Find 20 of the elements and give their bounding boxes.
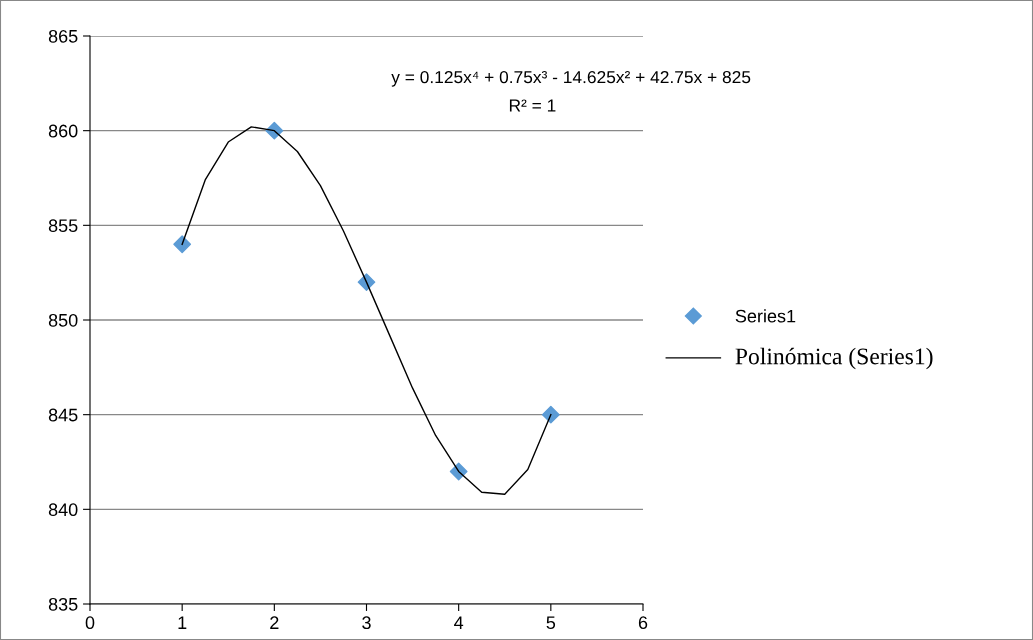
x-tick-label: 6: [638, 616, 648, 630]
point: [173, 235, 192, 254]
y-tick-label: 860: [48, 124, 78, 138]
point: [541, 405, 560, 424]
x-tick-label: 4: [454, 616, 464, 629]
legend-label: Series1: [735, 309, 796, 323]
y-tick-label: 850: [48, 313, 78, 327]
x-tick-label: 5: [546, 616, 556, 630]
annotation: y = 0.125x⁴ + 0.75x³ - 14.625x² + 42.75x + 825: [391, 70, 751, 87]
y-tick-label: 840: [48, 503, 78, 517]
x-tick-label: 2: [270, 616, 279, 629]
x-tick-label: 3: [362, 616, 371, 630]
x-tick-label: 0: [85, 616, 95, 630]
y-tick-label: 835: [48, 597, 78, 611]
y-tick-label: 865: [48, 29, 78, 43]
x-tick-label: 1: [178, 616, 187, 629]
y-tick-label: 855: [48, 219, 78, 233]
y-tick-label: 845: [48, 408, 78, 422]
legend-label: Polinómica (Series1): [735, 347, 933, 370]
annotation: R² = 1: [509, 99, 556, 112]
